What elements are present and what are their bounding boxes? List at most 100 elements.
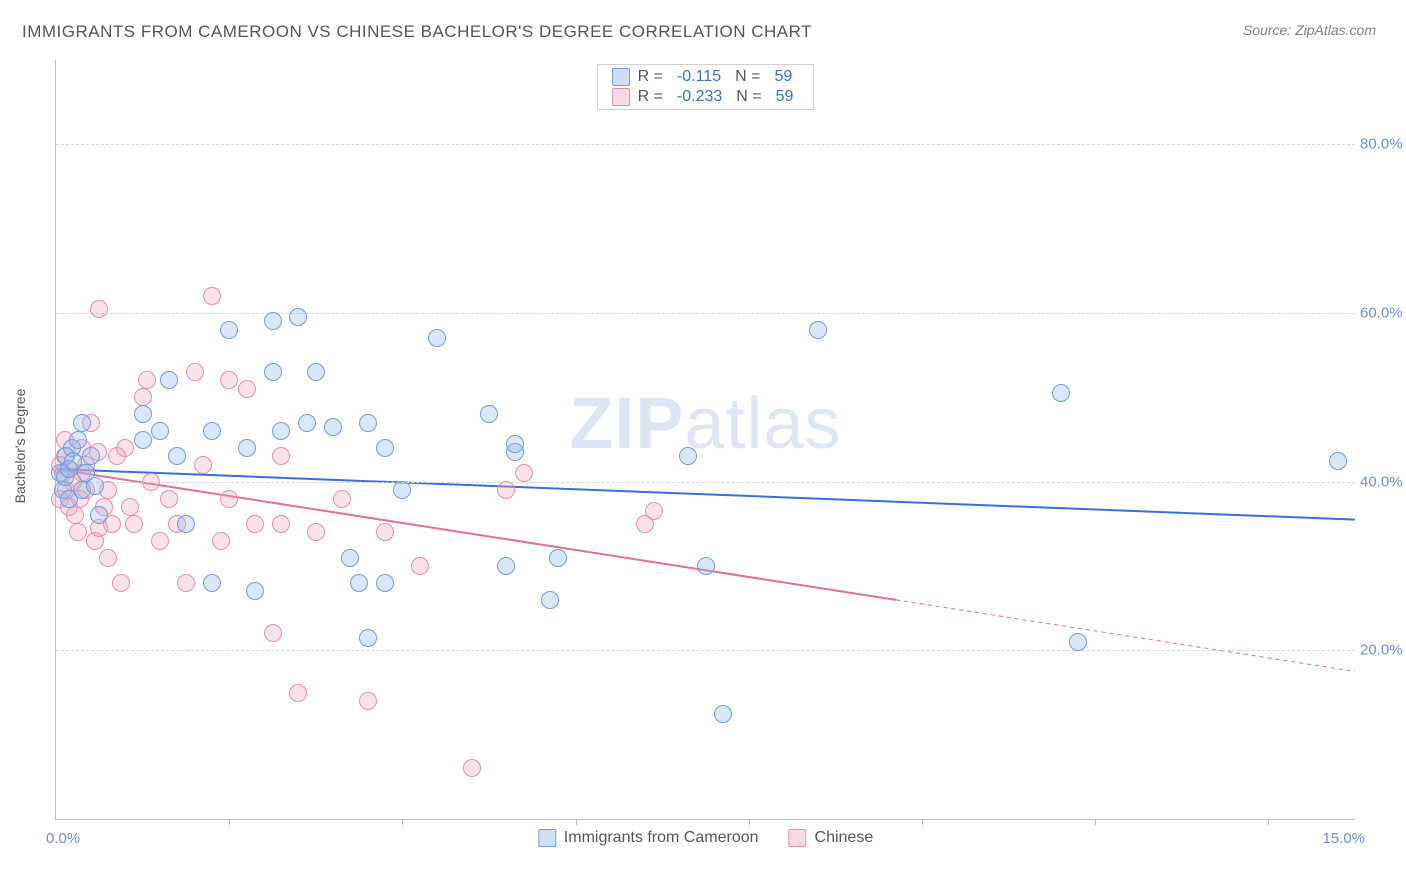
data-point (515, 464, 533, 482)
data-point (177, 515, 195, 533)
x-tick (576, 819, 577, 825)
x-tick (1268, 819, 1269, 825)
data-point (134, 388, 152, 406)
data-point (246, 515, 264, 533)
data-point (82, 447, 100, 465)
series-legend: Immigrants from Cameroon Chinese (538, 829, 873, 847)
swatch-series-b (612, 88, 630, 106)
gridline (56, 482, 1355, 483)
x-tick (749, 819, 750, 825)
watermark-rest: atlas (684, 384, 841, 464)
x-tick (1095, 819, 1096, 825)
data-point (272, 447, 290, 465)
data-point (549, 549, 567, 567)
data-point (73, 414, 91, 432)
data-point (151, 422, 169, 440)
n-value-b: 59 (770, 88, 800, 106)
data-point (151, 532, 169, 550)
data-point (272, 515, 290, 533)
data-point (541, 591, 559, 609)
data-point (264, 363, 282, 381)
data-point (134, 431, 152, 449)
legend-row-a: R = -0.115 N = 59 (598, 67, 814, 87)
data-point (69, 431, 87, 449)
y-axis-label: Bachelor's Degree (12, 389, 28, 504)
data-point (645, 502, 663, 520)
data-point (411, 557, 429, 575)
data-point (341, 549, 359, 567)
data-point (220, 490, 238, 508)
data-point (1069, 633, 1087, 651)
data-point (160, 371, 178, 389)
data-point (497, 557, 515, 575)
legend-label-a: Immigrants from Cameroon (564, 829, 759, 847)
data-point (186, 363, 204, 381)
data-point (307, 363, 325, 381)
swatch-series-b (789, 829, 807, 847)
data-point (324, 418, 342, 436)
data-point (142, 473, 160, 491)
data-point (714, 705, 732, 723)
data-point (506, 435, 524, 453)
data-point (697, 557, 715, 575)
legend-item-a: Immigrants from Cameroon (538, 829, 759, 847)
y-tick-label: 60.0% (1360, 305, 1406, 322)
n-label: N = (736, 88, 761, 106)
r-value-b: -0.233 (671, 88, 728, 106)
data-point (66, 506, 84, 524)
data-point (298, 414, 316, 432)
r-value-a: -0.115 (671, 68, 727, 86)
data-point (194, 456, 212, 474)
x-tick (229, 819, 230, 825)
data-point (125, 515, 143, 533)
data-point (376, 574, 394, 592)
gridline (56, 144, 1355, 145)
data-point (289, 308, 307, 326)
data-point (480, 405, 498, 423)
data-point (134, 405, 152, 423)
data-point (350, 574, 368, 592)
x-tick (402, 819, 403, 825)
x-tick (922, 819, 923, 825)
gridline (56, 650, 1355, 651)
data-point (138, 371, 156, 389)
data-point (463, 759, 481, 777)
chart-container: IMMIGRANTS FROM CAMEROON VS CHINESE BACH… (0, 0, 1406, 892)
x-axis-start-label: 0.0% (46, 830, 80, 847)
data-point (121, 498, 139, 516)
data-point (116, 439, 134, 457)
y-tick-label: 80.0% (1360, 136, 1406, 153)
data-point (359, 629, 377, 647)
chart-title: IMMIGRANTS FROM CAMEROON VS CHINESE BACH… (22, 22, 812, 42)
data-point (359, 414, 377, 432)
plot-area: ZIPatlas R = -0.115 N = 59 R = -0.233 N … (55, 60, 1355, 820)
legend-label-b: Chinese (815, 829, 874, 847)
data-point (376, 523, 394, 541)
data-point (203, 574, 221, 592)
n-value-a: 59 (768, 68, 798, 86)
data-point (264, 312, 282, 330)
data-point (177, 574, 195, 592)
data-point (90, 300, 108, 318)
data-point (69, 523, 87, 541)
data-point (1052, 384, 1070, 402)
data-point (220, 371, 238, 389)
swatch-series-a (538, 829, 556, 847)
data-point (220, 321, 238, 339)
n-label: N = (735, 68, 760, 86)
data-point (160, 490, 178, 508)
data-point (393, 481, 411, 499)
gridline (56, 313, 1355, 314)
data-point (246, 582, 264, 600)
data-point (90, 506, 108, 524)
data-point (264, 624, 282, 642)
data-point (203, 287, 221, 305)
data-point (168, 447, 186, 465)
data-point (272, 422, 290, 440)
data-point (238, 380, 256, 398)
data-point (333, 490, 351, 508)
data-point (359, 692, 377, 710)
legend-item-b: Chinese (789, 829, 874, 847)
watermark-bold: ZIP (569, 384, 684, 464)
swatch-series-a (612, 68, 630, 86)
